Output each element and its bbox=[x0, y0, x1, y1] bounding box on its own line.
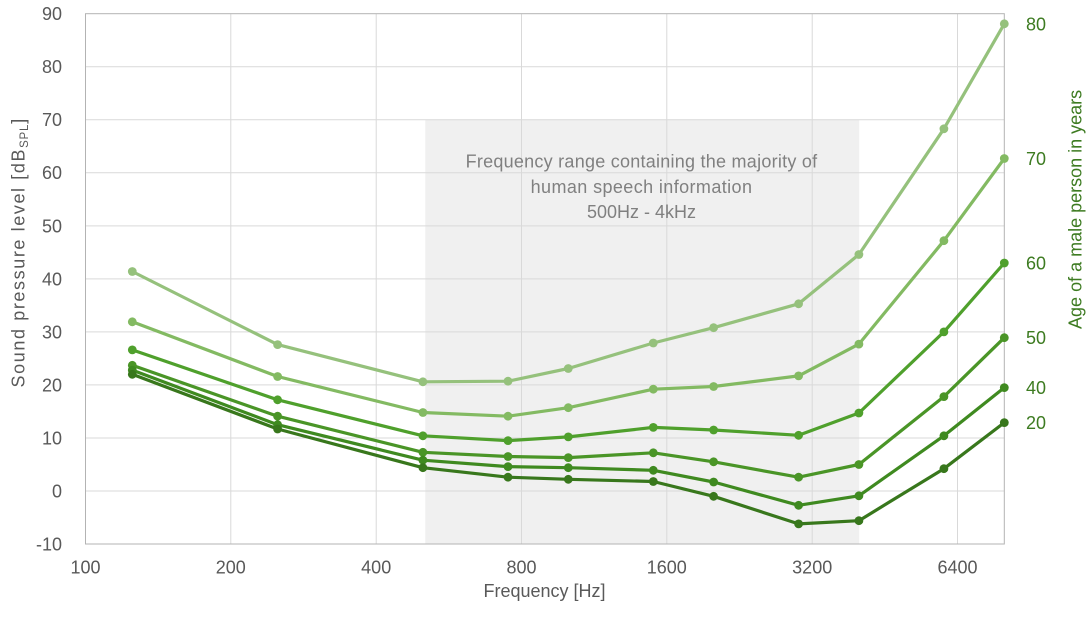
svg-text:200: 200 bbox=[216, 558, 246, 578]
svg-text:60: 60 bbox=[42, 163, 62, 183]
svg-text:40: 40 bbox=[1026, 378, 1046, 398]
svg-text:90: 90 bbox=[42, 4, 62, 24]
svg-text:Age of a male person in years: Age of a male person in years bbox=[1066, 90, 1086, 329]
svg-text:1600: 1600 bbox=[647, 558, 687, 578]
svg-text:30: 30 bbox=[42, 322, 62, 342]
svg-text:6400: 6400 bbox=[937, 558, 977, 578]
svg-text:50: 50 bbox=[1026, 328, 1046, 348]
svg-text:20: 20 bbox=[42, 375, 62, 395]
svg-text:80: 80 bbox=[42, 57, 62, 77]
svg-text:Frequency range containing the: Frequency range containing the majority … bbox=[466, 152, 818, 172]
svg-text:Sound pressure level [dBSPL]: Sound pressure level [dBSPL] bbox=[8, 117, 31, 387]
svg-text:100: 100 bbox=[70, 558, 100, 578]
svg-text:Frequency [Hz]: Frequency [Hz] bbox=[483, 581, 605, 601]
svg-text:60: 60 bbox=[1026, 253, 1046, 273]
svg-text:50: 50 bbox=[42, 216, 62, 236]
svg-text:400: 400 bbox=[361, 558, 391, 578]
svg-text:0: 0 bbox=[52, 481, 62, 501]
svg-text:500Hz - 4kHz: 500Hz - 4kHz bbox=[587, 202, 696, 222]
svg-text:10: 10 bbox=[42, 428, 62, 448]
svg-text:70: 70 bbox=[42, 110, 62, 130]
svg-text:80: 80 bbox=[1026, 14, 1046, 34]
svg-text:-10: -10 bbox=[36, 534, 62, 554]
svg-text:800: 800 bbox=[506, 558, 536, 578]
svg-text:20: 20 bbox=[1026, 413, 1046, 433]
svg-text:40: 40 bbox=[42, 269, 62, 289]
svg-text:3200: 3200 bbox=[792, 558, 832, 578]
svg-text:70: 70 bbox=[1026, 149, 1046, 169]
svg-text:human speech information: human speech information bbox=[531, 177, 753, 197]
